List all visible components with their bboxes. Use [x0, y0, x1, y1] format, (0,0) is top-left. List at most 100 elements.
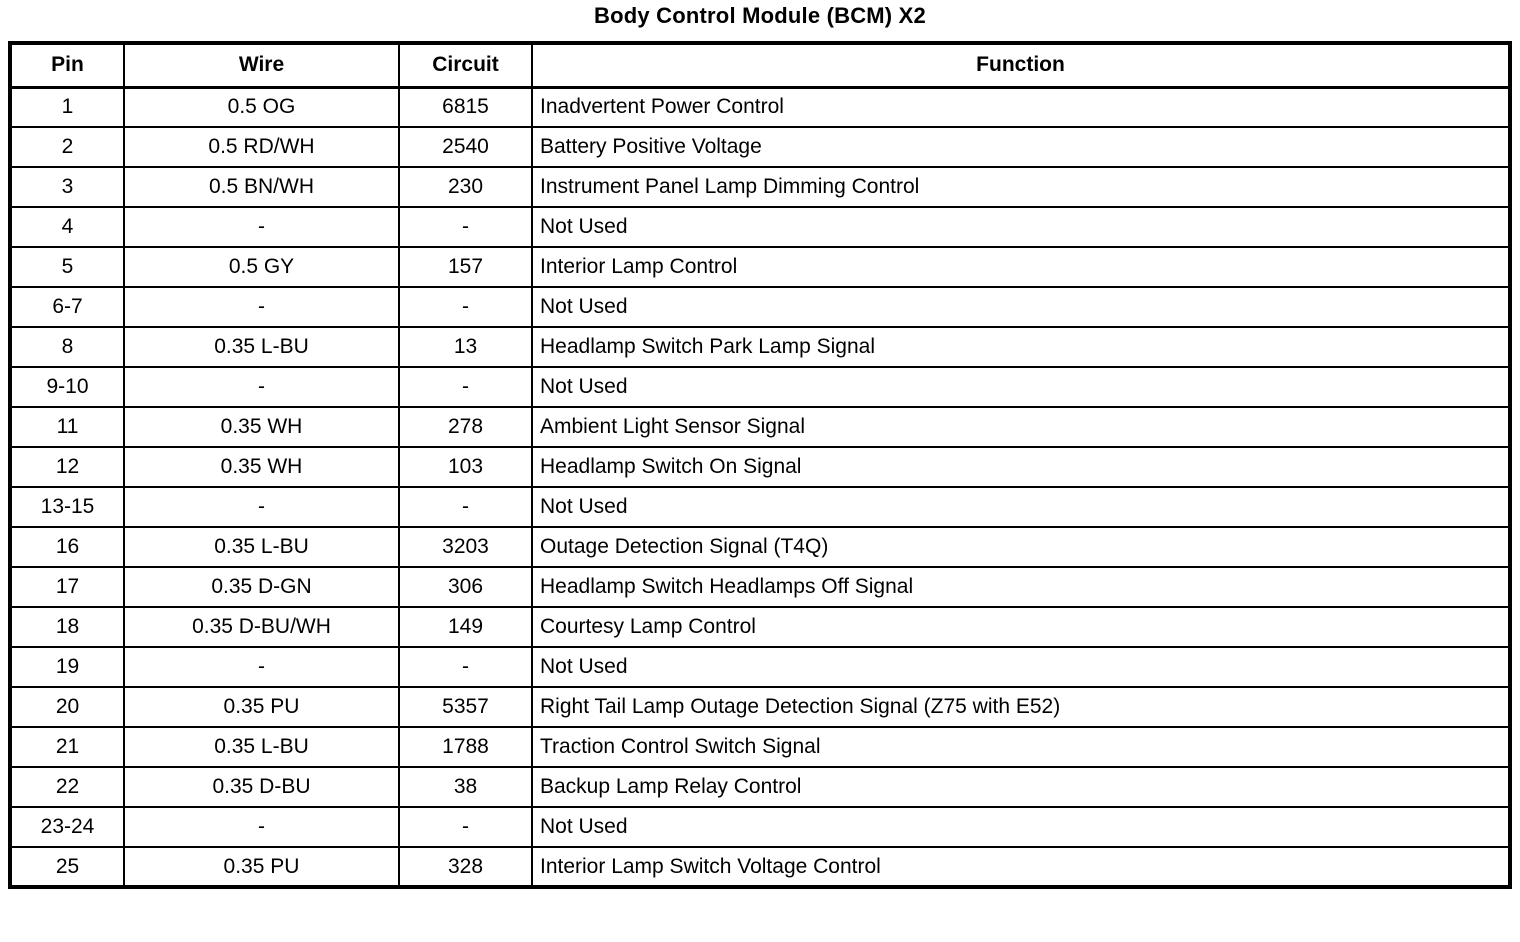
cell-function: Traction Control Switch Signal	[531, 726, 1511, 768]
cell-pin: 23-24	[9, 806, 125, 848]
cell-function: Not Used	[531, 646, 1511, 688]
cell-pin: 13-15	[9, 486, 125, 528]
cell-pin: 5	[9, 246, 125, 288]
cell-circuit: -	[398, 486, 533, 528]
table-row: 1 0.5 OG 6815 Inadvertent Power Control	[9, 86, 1511, 128]
cell-pin: 8	[9, 326, 125, 368]
cell-pin: 11	[9, 406, 125, 448]
cell-function: Outage Detection Signal (T4Q)	[531, 526, 1511, 568]
bcm-x2-pinout-table: Pin Wire Circuit Function 1 0.5 OG 6815 Inadve…	[8, 41, 1512, 889]
cell-circuit: 306	[398, 566, 533, 608]
cell-pin: 2	[9, 126, 125, 168]
cell-pin: 1	[9, 86, 125, 128]
cell-circuit: 13	[398, 326, 533, 368]
column-header-function: Function	[531, 42, 1511, 89]
cell-wire: 0.35 L-BU	[123, 726, 400, 768]
table-row: 16 0.35 L-BU 3203 Outage Detection Signal (…	[9, 526, 1511, 568]
cell-circuit: 103	[398, 446, 533, 488]
table-row: 4- - Not Used	[9, 206, 1511, 248]
cell-pin: 6-7	[9, 286, 125, 328]
cell-wire: -	[123, 286, 400, 328]
cell-pin: 3	[9, 166, 125, 208]
table-row: 9-10- - Not Used	[9, 366, 1511, 408]
cell-pin: 9-10	[9, 366, 125, 408]
cell-pin: 4	[9, 206, 125, 248]
table-row: 22 0.35 D-BU 38 Backup Lamp Relay Control	[9, 766, 1511, 808]
cell-wire: 0.5 BN/WH	[123, 166, 400, 208]
cell-circuit: -	[398, 366, 533, 408]
cell-wire: 0.35 WH	[123, 406, 400, 448]
table-row: 18 0.35 D-BU/WH 149 Courtesy Lamp Control	[9, 606, 1511, 648]
table-row: 17 0.35 D-GN 306 Headlamp Switch Headlamps …	[9, 566, 1511, 608]
cell-pin: 17	[9, 566, 125, 608]
cell-wire: -	[123, 646, 400, 688]
cell-wire: 0.35 PU	[123, 846, 400, 888]
cell-circuit: 38	[398, 766, 533, 808]
cell-pin: 25	[9, 846, 125, 888]
cell-wire: -	[123, 486, 400, 528]
table-row: 21 0.35 L-BU 1788 Traction Control Switch S…	[9, 726, 1511, 768]
cell-function: Battery Positive Voltage	[531, 126, 1511, 168]
table-row: 5 0.5 GY 157 Interior Lamp Control	[9, 246, 1511, 288]
cell-function: Not Used	[531, 806, 1511, 848]
cell-circuit: 5357	[398, 686, 533, 728]
cell-wire: 0.35 D-GN	[123, 566, 400, 608]
cell-circuit: -	[398, 806, 533, 848]
cell-function: Ambient Light Sensor Signal	[531, 406, 1511, 448]
page-title: Body Control Module (BCM) X2	[594, 3, 926, 28]
cell-circuit: 328	[398, 846, 533, 888]
cell-wire: -	[123, 366, 400, 408]
table-row: 25 0.35 PU 328 Interior Lamp Switch Voltage…	[9, 846, 1511, 888]
cell-circuit: -	[398, 206, 533, 248]
table-row: 8 0.35 L-BU 13 Headlamp Switch Park Lamp Si…	[9, 326, 1511, 368]
table-row: 11 0.35 WH 278 Ambient Light Sensor Signal	[9, 406, 1511, 448]
cell-pin: 20	[9, 686, 125, 728]
cell-function: Headlamp Switch Headlamps Off Signal	[531, 566, 1511, 608]
cell-wire: -	[123, 806, 400, 848]
table-header: Pin Wire Circuit Function	[9, 42, 1511, 89]
table-row: 2 0.5 RD/WH 2540 Battery Positive Voltage	[9, 126, 1511, 168]
cell-circuit: 278	[398, 406, 533, 448]
cell-pin: 12	[9, 446, 125, 488]
table-row: 19- - Not Used	[9, 646, 1511, 688]
cell-function: Not Used	[531, 206, 1511, 248]
column-header-pin: Pin	[9, 42, 125, 89]
cell-pin: 19	[9, 646, 125, 688]
column-header-circuit: Circuit	[398, 42, 533, 89]
cell-pin: 21	[9, 726, 125, 768]
cell-function: Headlamp Switch On Signal	[531, 446, 1511, 488]
table-row: 23-24- - Not Used	[9, 806, 1511, 848]
table-row: 6-7- - Not Used	[9, 286, 1511, 328]
cell-pin: 16	[9, 526, 125, 568]
cell-circuit: 3203	[398, 526, 533, 568]
cell-wire: 0.35 D-BU	[123, 766, 400, 808]
cell-circuit: 2540	[398, 126, 533, 168]
table-row: 3 0.5 BN/WH 230 Instrument Panel Lamp Dimmi…	[9, 166, 1511, 208]
cell-function: Interior Lamp Control	[531, 246, 1511, 288]
cell-wire: 0.35 L-BU	[123, 526, 400, 568]
cell-wire: 0.35 PU	[123, 686, 400, 728]
cell-function: Not Used	[531, 486, 1511, 528]
cell-function: Not Used	[531, 286, 1511, 328]
cell-function: Inadvertent Power Control	[531, 86, 1511, 128]
cell-pin: 18	[9, 606, 125, 648]
cell-circuit: 157	[398, 246, 533, 288]
table-row: 12 0.35 WH 103 Headlamp Switch On Signal	[9, 446, 1511, 488]
cell-wire: -	[123, 206, 400, 248]
cell-circuit: 6815	[398, 86, 533, 128]
column-header-wire: Wire	[123, 42, 400, 89]
cell-circuit: 149	[398, 606, 533, 648]
cell-pin: 22	[9, 766, 125, 808]
cell-function: Backup Lamp Relay Control	[531, 766, 1511, 808]
cell-function: Interior Lamp Switch Voltage Control	[531, 846, 1511, 888]
cell-function: Instrument Panel Lamp Dimming Control	[531, 166, 1511, 208]
cell-function: Not Used	[531, 366, 1511, 408]
cell-function: Right Tail Lamp Outage Detection Signal …	[531, 686, 1511, 728]
header-row: Pin Wire Circuit Function	[9, 42, 1511, 89]
cell-wire: 0.35 WH	[123, 446, 400, 488]
cell-circuit: -	[398, 646, 533, 688]
cell-function: Headlamp Switch Park Lamp Signal	[531, 326, 1511, 368]
cell-circuit: 1788	[398, 726, 533, 768]
cell-wire: 0.5 GY	[123, 246, 400, 288]
